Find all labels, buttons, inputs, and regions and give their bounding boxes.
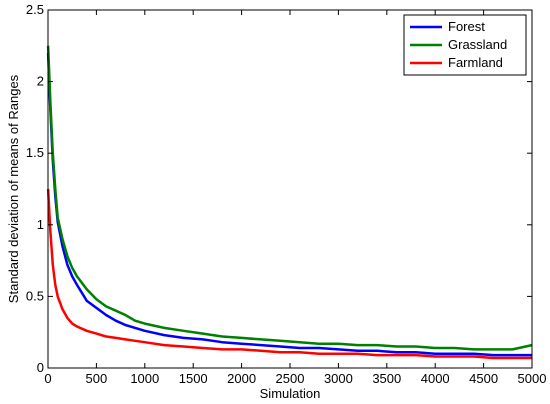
y-tick-label: 0	[37, 360, 44, 375]
x-tick-label: 0	[44, 371, 51, 386]
y-tick-label: 1	[37, 217, 44, 232]
x-tick-label: 2000	[227, 371, 256, 386]
x-axis-title: Simulation	[260, 386, 321, 401]
y-tick-label: 2	[37, 74, 44, 89]
legend-label-farmland: Farmland	[448, 55, 503, 70]
series-line-farmland	[46, 188, 532, 360]
series-line-forest	[46, 52, 532, 357]
series-layer	[46, 45, 533, 360]
x-tick-label: 500	[86, 371, 108, 386]
x-tick-label: 3500	[372, 371, 401, 386]
x-tick-label: 4000	[421, 371, 450, 386]
y-tick-label: 2.5	[26, 2, 44, 17]
y-tick-label: 1.5	[26, 145, 44, 160]
x-tick-label: 1500	[179, 371, 208, 386]
series-line-grassland	[46, 45, 533, 351]
axis-layer: 0 500 1000 1500 2000 2500 3000 3500 4000 4500 5000…	[26, 2, 547, 386]
y-tick-label: 0.5	[26, 288, 44, 303]
x-tick-label: 3000	[324, 371, 353, 386]
x-tick-label: 4500	[469, 371, 498, 386]
legend-label-forest: Forest	[448, 19, 485, 34]
x-tick-label: 5000	[518, 371, 547, 386]
legend: Forest Grassland Farmland	[403, 14, 527, 76]
legend-label-grassland: Grassland	[448, 37, 507, 52]
y-axis-title: Standard deviation of means of Ranges	[6, 74, 21, 303]
x-tick-label: 2500	[276, 371, 305, 386]
x-tick-label: 1000	[130, 371, 159, 386]
